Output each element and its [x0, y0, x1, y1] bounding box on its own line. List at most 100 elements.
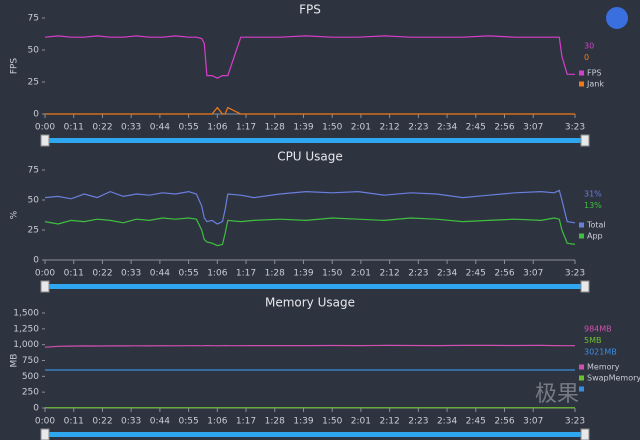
x-tick-label: 0:11: [64, 417, 84, 427]
current-value: 984MB: [584, 325, 612, 334]
x-tick-label: 0:11: [64, 269, 84, 279]
slider-track: [45, 432, 585, 437]
legend-swatch: [579, 386, 584, 392]
x-tick-label: 3:23: [565, 269, 585, 279]
series-line: [44, 344, 575, 348]
y-tick-label: 0: [33, 110, 39, 120]
legend-swatch: [579, 233, 584, 239]
x-tick-label: 1:17: [236, 123, 256, 133]
x-tick-label: 1:17: [236, 269, 256, 279]
x-tick-label: 2:56: [494, 417, 514, 427]
x-tick-label: 0:22: [92, 269, 112, 279]
x-tick-label: 2:34: [437, 269, 457, 279]
current-value: 5MB: [584, 336, 601, 345]
y-tick-label: 50: [28, 196, 40, 206]
x-tick-label: 1:39: [293, 417, 313, 427]
series-line: [44, 217, 576, 247]
legend-label: SwapMemory: [587, 374, 640, 383]
slider-handle[interactable]: [580, 280, 590, 293]
x-tick-label: 0:44: [150, 417, 170, 427]
x-tick-label: 0:33: [121, 269, 141, 279]
legend-swatch: [579, 70, 584, 76]
x-tick-label: 2:23: [408, 269, 428, 279]
x-tick-label: 0:44: [150, 269, 170, 279]
y-tick-label: 1,500: [13, 309, 39, 319]
y-tick-label: 0: [33, 404, 39, 414]
x-tick-label: 2:01: [351, 123, 371, 133]
x-tick-label: 1:50: [322, 269, 342, 279]
x-tick-label: 1:28: [265, 269, 285, 279]
x-tick-label: 1:28: [265, 123, 285, 133]
slider-handle[interactable]: [40, 134, 50, 147]
current-value: 13%: [584, 201, 602, 210]
x-tick-label: 1:50: [322, 123, 342, 133]
y-tick-label: 25: [28, 226, 39, 236]
x-tick-label: 0:33: [121, 417, 141, 427]
legend-swatch: [579, 222, 584, 228]
x-tick-label: 0:00: [35, 269, 55, 279]
x-tick-label: 0:00: [35, 417, 55, 427]
x-tick-label: 3:07: [523, 417, 543, 427]
current-value: 31%: [584, 190, 602, 199]
x-tick-label: 2:23: [408, 123, 428, 133]
series-line: [45, 106, 575, 115]
x-tick-label: 1:39: [293, 269, 313, 279]
current-value: 3021MB: [584, 348, 617, 357]
y-tick-label: 75: [28, 166, 39, 176]
slider-handle[interactable]: [580, 428, 590, 440]
y-tick-label: 750: [22, 356, 39, 366]
x-tick-label: 0:00: [35, 123, 55, 133]
y-tick-label: 1,250: [13, 324, 39, 334]
x-tick-label: 2:45: [466, 417, 486, 427]
x-tick-label: 1:50: [322, 417, 342, 427]
x-tick-label: 2:45: [466, 123, 486, 133]
x-tick-label: 2:56: [494, 269, 514, 279]
y-axis-label: FPS: [10, 58, 20, 75]
x-tick-label: 3:07: [523, 123, 543, 133]
logo: [606, 7, 628, 29]
y-axis-label: MB: [10, 354, 20, 368]
y-tick-label: 50: [28, 46, 40, 56]
chart-title: Memory Usage: [265, 296, 355, 310]
legend-swatch: [579, 81, 584, 87]
x-tick-label: 0:55: [178, 269, 198, 279]
slider-handle[interactable]: [580, 134, 590, 147]
x-tick-label: 2:01: [351, 417, 371, 427]
legend-label: App: [587, 232, 603, 241]
x-tick-label: 0:55: [178, 417, 198, 427]
x-tick-label: 2:12: [380, 269, 400, 279]
watermark: 极果: [535, 382, 579, 407]
x-tick-label: 2:12: [380, 123, 400, 133]
legend-swatch: [579, 375, 584, 381]
x-tick-label: 2:01: [351, 269, 371, 279]
y-tick-label: 1,000: [13, 340, 39, 350]
series-line: [44, 189, 576, 225]
legend-swatch: [579, 364, 584, 370]
x-tick-label: 2:45: [466, 269, 486, 279]
x-tick-label: 0:22: [92, 417, 112, 427]
x-tick-label: 3:07: [523, 269, 543, 279]
slider-handle[interactable]: [40, 428, 50, 440]
slider-handle[interactable]: [40, 280, 50, 293]
y-tick-label: 0: [33, 256, 39, 266]
legend-label: Memory: [587, 363, 620, 372]
x-tick-label: 3:23: [565, 417, 585, 427]
series-line: [44, 35, 575, 79]
legend-label: Total: [586, 221, 606, 230]
x-tick-label: 1:17: [236, 417, 256, 427]
x-tick-label: 0:33: [121, 123, 141, 133]
chart-title: FPS: [299, 3, 321, 17]
x-tick-label: 3:23: [565, 123, 585, 133]
x-tick-label: 0:44: [150, 123, 170, 133]
y-tick-label: 250: [22, 388, 39, 398]
x-tick-label: 2:56: [494, 123, 514, 133]
x-tick-label: 2:23: [408, 417, 428, 427]
x-tick-label: 2:34: [437, 417, 457, 427]
current-value: 0: [584, 53, 589, 62]
x-tick-label: 0:11: [64, 123, 84, 133]
y-tick-label: 25: [28, 78, 39, 88]
x-tick-label: 1:06: [207, 417, 227, 427]
x-tick-label: 1:28: [265, 417, 285, 427]
y-tick-label: 500: [22, 372, 39, 382]
slider-track: [45, 284, 585, 289]
